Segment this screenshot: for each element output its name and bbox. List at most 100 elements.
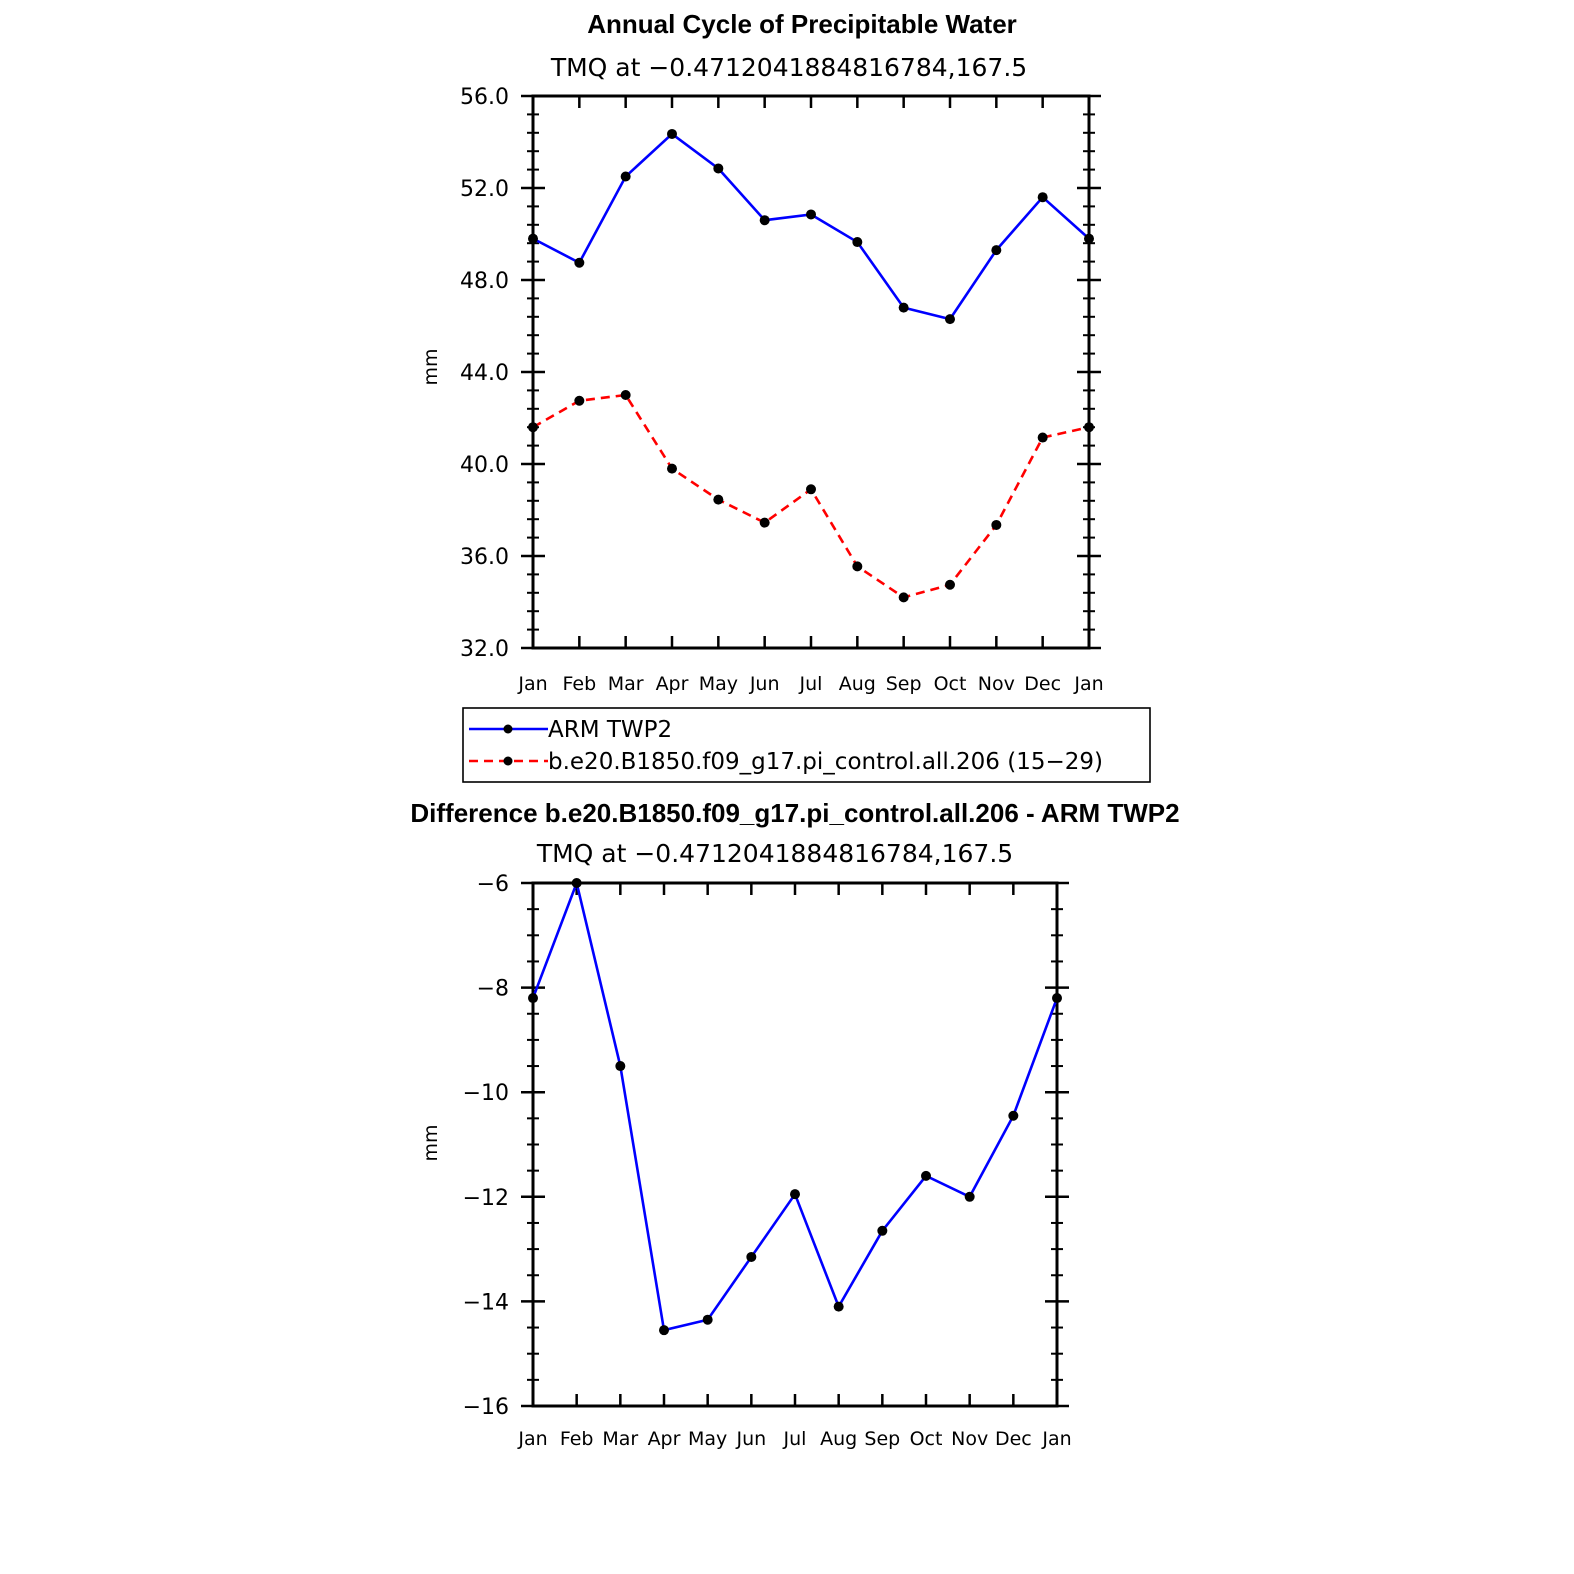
series-0-point [713, 163, 724, 174]
legend-label-model: b.e20.B1850.f09_g17.pi_control.all.206 (… [548, 749, 1103, 775]
x-tick-label: Mar [608, 673, 644, 695]
legend-entry-model: b.e20.B1850.f09_g17.pi_control.all.206 (… [469, 749, 1103, 775]
chart-title: Difference b.e20.B1850.f09_g17.pi_contro… [410, 798, 1179, 828]
series-0-point [659, 1325, 669, 1336]
chart-subtitle: TMQ at −0.4712041884816784,167.5 [536, 839, 1013, 868]
series-1-point [806, 484, 816, 495]
x-tick-label: Mar [602, 1428, 638, 1450]
y-tick-label: −10 [463, 1081, 509, 1106]
series-line-1 [532, 393, 1090, 599]
difference-chart: Difference b.e20.B1850.f09_g17.pi_contro… [410, 798, 1179, 1450]
x-tick-label: Dec [995, 1428, 1032, 1450]
series-0-point [877, 1225, 888, 1236]
x-tick-label: Nov [978, 673, 1015, 695]
y-axis-label: mm [420, 1124, 442, 1161]
y-tick-label: 56.0 [460, 85, 509, 110]
chart-subtitle: TMQ at −0.4712041884816784,167.5 [550, 53, 1027, 82]
series-1-point [574, 395, 585, 406]
x-tick-label: Nov [951, 1428, 988, 1450]
series-0-point [620, 171, 631, 182]
legend-marker-model [503, 756, 513, 766]
x-tick-label: Dec [1024, 673, 1061, 695]
series-line-0 [532, 132, 1090, 321]
x-tick-label: Oct [934, 673, 967, 695]
plot-area: Jan Feb Mar Apr May Jun Jul Aug Sep Oct Nov Dec Jan 3… [460, 85, 1104, 695]
series-1-point [759, 517, 770, 528]
legend-label-arm: ARM TWP2 [548, 717, 672, 743]
x-tick-label: May [699, 673, 738, 695]
x-tick-label: Aug [839, 673, 876, 695]
series-0-point [921, 1170, 931, 1181]
series-0-point [574, 257, 585, 268]
x-tick-label: Jan [1041, 1428, 1071, 1450]
series-0-point [759, 215, 770, 226]
series-0-point [898, 302, 909, 313]
series-0-point [991, 245, 1002, 256]
series-0-point [1084, 233, 1094, 244]
series-0-point [790, 1189, 800, 1200]
series-0-point [964, 1191, 975, 1202]
x-tick-label: Jun [735, 1428, 766, 1450]
y-tick-label: −6 [477, 872, 509, 897]
series-1-point [713, 494, 724, 505]
y-tick-label: −12 [463, 1186, 509, 1211]
chart-title: Annual Cycle of Precipitable Water [587, 9, 1017, 39]
y-tick-label: 40.0 [460, 453, 509, 478]
y-tick-label: 52.0 [460, 177, 509, 202]
x-tick-label: Jan [517, 1428, 547, 1450]
x-tick-label: Jul [799, 673, 823, 695]
series-0-point [1052, 993, 1062, 1004]
y-tick-label: 36.0 [460, 545, 509, 570]
series-0-point [1008, 1110, 1019, 1121]
series-1-point [1084, 422, 1094, 433]
series-0-point [852, 237, 863, 248]
series-0-point [667, 128, 677, 139]
x-tick-label: Jul [783, 1428, 807, 1450]
series-0-point [746, 1251, 757, 1262]
annual-cycle-chart: Annual Cycle of Precipitable Water TMQ a… [420, 9, 1104, 695]
legend-box [462, 707, 1151, 783]
series-0-point [1037, 192, 1048, 203]
plot-frame [531, 94, 1091, 650]
series-1-point [1037, 432, 1048, 443]
y-tick-label: 32.0 [460, 637, 509, 662]
x-tick-label: Oct [910, 1428, 943, 1450]
x-tick-label: Sep [886, 673, 922, 695]
series-1-point [898, 592, 909, 603]
series-line-0 [531, 878, 1059, 1332]
x-tick-label: Apr [656, 673, 689, 695]
plot-area: Jan Feb Mar Apr May Jun Jul Aug Sep Oct Nov Dec Jan−… [463, 872, 1072, 1450]
series-1-point [620, 390, 631, 400]
x-tick-label: Sep [864, 1428, 900, 1450]
series-1-point [945, 579, 955, 590]
y-axis-label: mm [420, 348, 442, 385]
x-tick-label: Aug [820, 1428, 857, 1450]
x-tick-label: May [688, 1428, 727, 1450]
legend-marker-arm [503, 724, 513, 734]
x-tick-label: Feb [563, 673, 597, 695]
series-1-point [852, 561, 863, 572]
y-tick-label: −8 [477, 977, 509, 1002]
y-tick-label: 44.0 [460, 361, 509, 386]
legend-entry-arm: ARM TWP2 [469, 717, 672, 743]
series-1-point [667, 463, 677, 474]
series-0-point [571, 878, 582, 888]
series-0-point [615, 1061, 626, 1072]
legend: ARM TWP2 b.e20.B1850.f09_g17.pi_control.… [462, 707, 1151, 783]
x-tick-label: Feb [560, 1428, 594, 1450]
x-tick-label: Jan [1073, 673, 1103, 695]
x-tick-label: Apr [648, 1428, 681, 1450]
y-tick-label: −16 [463, 1395, 509, 1420]
x-tick-label: Jan [517, 673, 547, 695]
series-0-point [833, 1301, 844, 1312]
series-0-point [945, 314, 955, 325]
series-1-point [528, 422, 538, 433]
plot-frame [531, 881, 1059, 1408]
x-tick-label: Jun [749, 673, 780, 695]
series-0-point [528, 993, 538, 1004]
series-1-point [991, 519, 1002, 530]
series-0-point [806, 209, 816, 220]
y-tick-label: −14 [463, 1290, 509, 1315]
series-0-point [528, 233, 538, 244]
